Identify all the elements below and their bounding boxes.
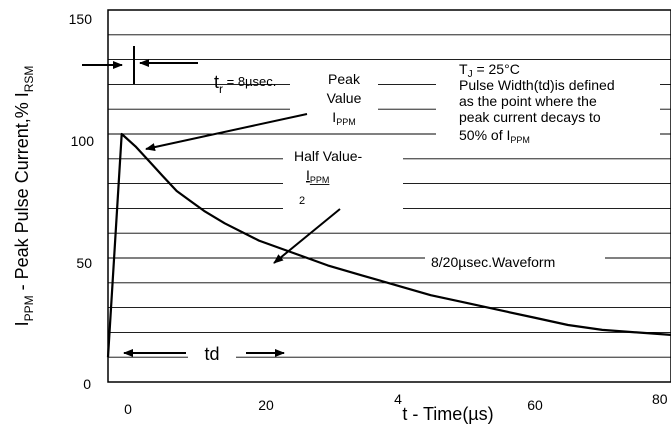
waveform-label-mask [425, 250, 605, 274]
pulse-width-line1: Pulse Width(td)is defined [459, 77, 615, 93]
y-axis-title-main: I [12, 321, 32, 326]
rise-time-value: = 8µsec. [223, 74, 276, 89]
y-axis-title-sub2: RSM [22, 66, 36, 93]
pulse-width-note-mask [436, 62, 660, 152]
rise-time-sub: r [219, 82, 223, 96]
half-value-ippm: IPPM [306, 167, 329, 185]
rise-time-t: t [214, 72, 219, 92]
plot-frame [107, 9, 671, 383]
pulse-width-line3: peak current decays to [459, 109, 601, 125]
td-label: td [204, 344, 219, 364]
grid-lines [108, 34, 671, 358]
half-i: I [306, 167, 310, 183]
x-tick-label-40: 4 [394, 391, 402, 407]
x-axis-title: t - Time(µs) [402, 404, 493, 424]
peak-i-sub: PPM [336, 117, 356, 127]
tj-value: = 25°C [473, 61, 520, 77]
y-tick-label-0: 0 [83, 376, 91, 392]
y-axis-title: IPPM - Peak Pulse Current,% IRSM [12, 66, 36, 327]
waveform-label: 8/20µsec.Waveform [431, 254, 555, 270]
pulse-line4-text: 50% of I [459, 127, 510, 143]
x-tick-label-20: 20 [258, 397, 274, 413]
y-tick-label-150: 150 [69, 11, 93, 27]
half-i-sub: PPM [310, 175, 330, 185]
td-label-mask [188, 342, 236, 370]
half-value-divisor: 2 [299, 195, 305, 207]
rise-time-label: tr = 8µsec. [214, 72, 276, 96]
pulse-width-line4: 50% of IPPM [459, 127, 530, 145]
peak-label-ippm: IPPM [332, 109, 355, 127]
peak-label-line2: Value [327, 90, 362, 106]
pulse-width-line2: as the point where the [459, 93, 597, 109]
peak-arrow [145, 113, 308, 151]
y-tick-label-50: 50 [76, 255, 92, 271]
y-axis-title-sub1: PPM [22, 295, 36, 321]
half-value-label-mask [283, 142, 403, 210]
x-tick-label-60: 60 [527, 397, 543, 413]
tj-main: T [459, 61, 468, 77]
y-tick-label-100: 100 [71, 133, 95, 149]
peak-i: I [332, 109, 336, 125]
x-tick-label-0: 0 [124, 401, 132, 417]
tj-sub: J [468, 69, 473, 80]
curve-layer [106, 132, 671, 358]
half-value-label: Half Value- [294, 148, 363, 164]
series-line-0 [106, 132, 671, 358]
peak-label-line1: Peak [328, 71, 361, 87]
y-axis-title-mid: - Peak Pulse Current,% I [12, 92, 32, 295]
half-value-arrow [273, 208, 341, 264]
junction-temp-label: TJ = 25°C [459, 61, 520, 80]
peak-label-mask [290, 66, 378, 128]
pulse-line4-sub: PPM [510, 135, 530, 145]
x-tick-label-80: 80 [652, 391, 668, 407]
